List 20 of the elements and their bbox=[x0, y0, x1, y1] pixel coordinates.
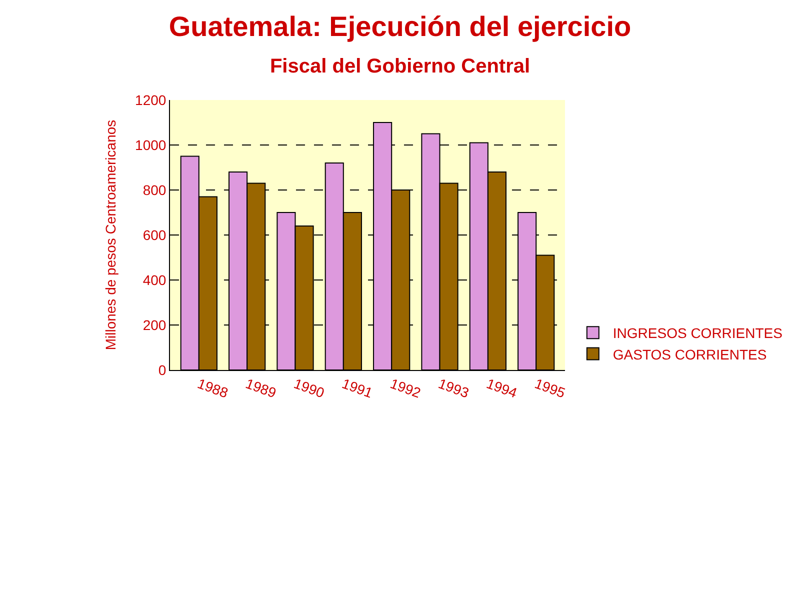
y-tick-label: 400 bbox=[142, 272, 166, 288]
legend-label: GASTOS CORRIENTES bbox=[612, 346, 767, 362]
x-tick-label: 1988 bbox=[195, 375, 230, 401]
x-tick-label: 1991 bbox=[340, 375, 375, 401]
x-tick-label: 1995 bbox=[532, 375, 568, 401]
chart-title: Guatemala: Ejecución del ejercicio bbox=[168, 11, 632, 42]
y-tick-label: 1200 bbox=[135, 92, 166, 108]
y-tick-label: 800 bbox=[142, 182, 166, 198]
x-tick-label: 1992 bbox=[388, 375, 424, 401]
y-tick-label: 200 bbox=[142, 316, 166, 333]
x-tick-label: 1990 bbox=[292, 375, 327, 401]
x-tick-label: 1989 bbox=[244, 375, 279, 401]
y-axis-title: Millones de pesos Centroamericanos bbox=[102, 120, 119, 350]
y-tick-label: 600 bbox=[142, 226, 166, 243]
x-tick-label: 1994 bbox=[484, 375, 520, 401]
x-tick-label: 1993 bbox=[436, 375, 472, 401]
y-tick-label: 0 bbox=[158, 362, 166, 378]
chart-subtitle: Fiscal del Gobierno Central bbox=[270, 55, 530, 78]
legend-label: INGRESOS CORRIENTES bbox=[612, 325, 782, 342]
y-tick-label: 1000 bbox=[135, 136, 166, 153]
